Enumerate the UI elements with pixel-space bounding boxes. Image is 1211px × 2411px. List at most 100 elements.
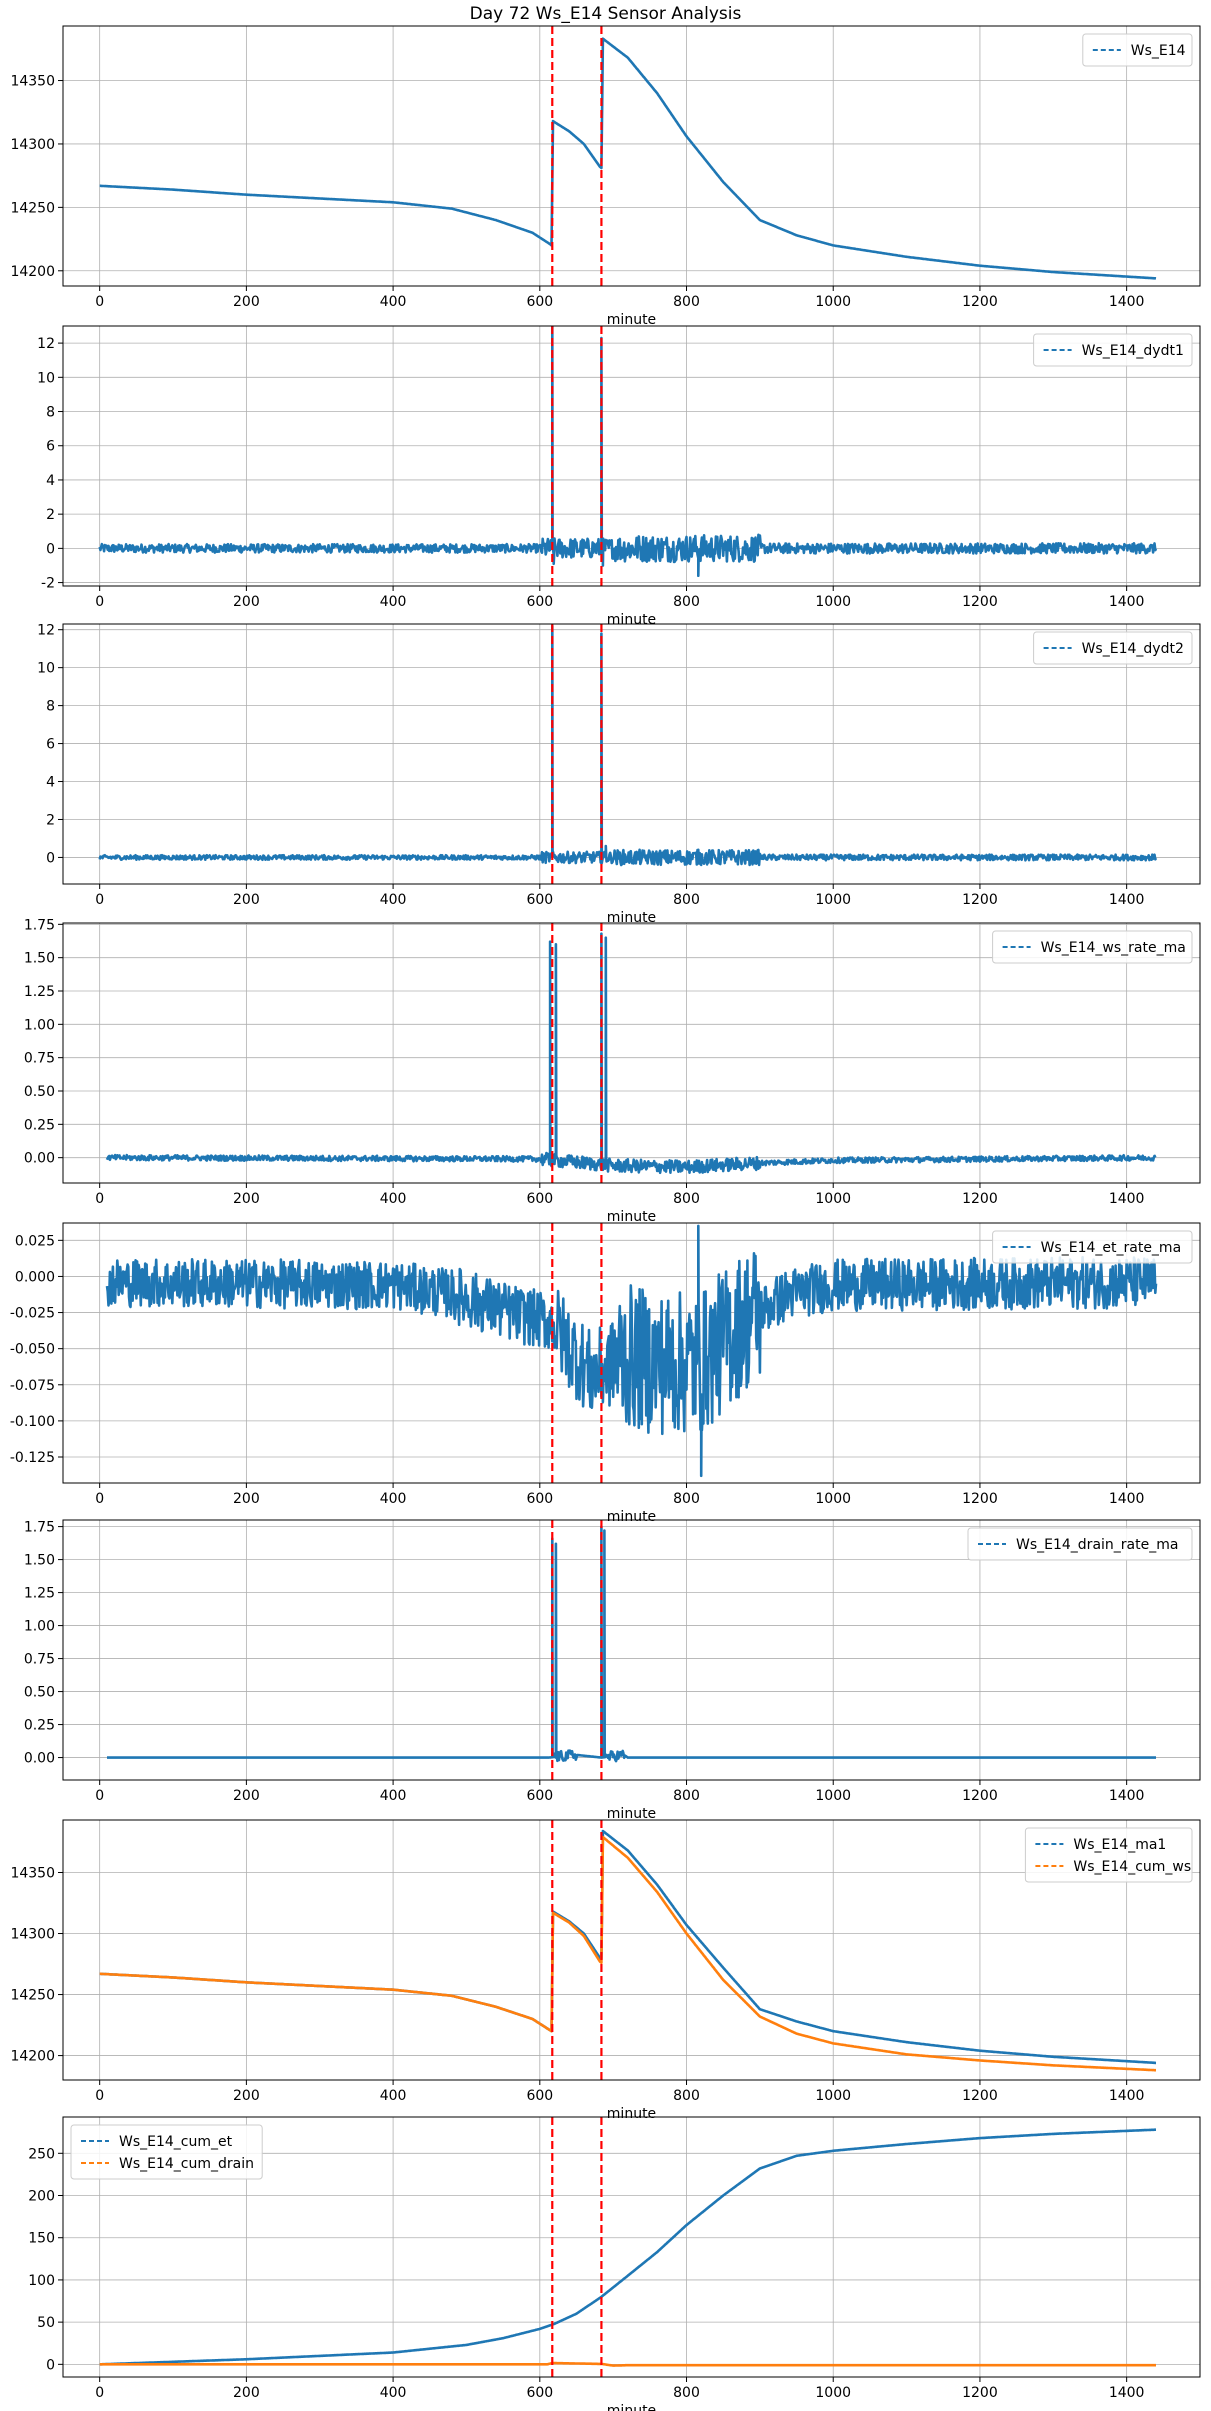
y-tick-label: 4 <box>46 775 55 791</box>
y-tick-label: 14250 <box>10 1988 55 2004</box>
x-tick-label: 600 <box>526 294 553 310</box>
x-tick-label: 200 <box>233 2088 260 2104</box>
x-tick-label: 400 <box>380 594 407 610</box>
x-tick-label: 1400 <box>1109 2385 1145 2401</box>
x-tick-label: 1200 <box>962 2385 998 2401</box>
x-tick-label: 0 <box>95 1788 104 1804</box>
x-tick-label: 800 <box>673 892 700 908</box>
y-tick-label: 14250 <box>10 200 55 216</box>
x-tick-label: 800 <box>673 1788 700 1804</box>
x-tick-label: 400 <box>380 2385 407 2401</box>
y-tick-label: 100 <box>28 2273 55 2289</box>
subplot-4: 0 200 400 600 800 1000 1200 1400 0.00 0.25 0.50 0.7… <box>24 917 1201 1225</box>
y-tick-label: 8 <box>46 699 55 715</box>
axes-frame <box>62 1519 1201 1781</box>
x-axis-label: minute <box>607 910 656 926</box>
x-tick-label: 200 <box>233 294 260 310</box>
x-axis-label: minute <box>607 612 656 628</box>
x-tick-label: 600 <box>526 1191 553 1207</box>
y-tick-label: 14300 <box>10 1927 55 1943</box>
x-tick-label: 200 <box>233 892 260 908</box>
series-line-Ws_E14 <box>99 37 1157 280</box>
y-tick-label: 6 <box>46 737 55 753</box>
series-line-Ws_E14_ma1 <box>99 1829 1157 2065</box>
legend: Ws_E14_drain_rate_ma <box>967 1527 1193 1561</box>
y-tick-label: 1.50 <box>24 951 55 967</box>
y-tick-label: 1.50 <box>24 1553 55 1569</box>
figure-title: Day 72 Ws_E14 Sensor Analysis <box>469 4 742 24</box>
legend: Ws_E14_ws_rate_ma <box>992 930 1193 964</box>
x-tick-label: 200 <box>233 2385 260 2401</box>
x-axis-label: minute <box>607 312 656 328</box>
x-tick-label: 1000 <box>815 2088 851 2104</box>
x-tick-label: 0 <box>95 2385 104 2401</box>
legend-entry: Ws_E14_drain_rate_ma <box>1016 1537 1178 1553</box>
x-tick-label: 1400 <box>1109 1491 1145 1507</box>
x-tick-label: 600 <box>526 2385 553 2401</box>
y-tick-label: 0.00 <box>24 1751 55 1767</box>
x-tick-label: 400 <box>380 2088 407 2104</box>
axes-frame <box>62 623 1201 885</box>
y-tick-label: 2 <box>46 812 55 828</box>
x-tick-label: 200 <box>233 1191 260 1207</box>
axes-frame <box>62 1819 1201 2081</box>
y-tick-label: 12 <box>37 336 55 352</box>
y-tick-label: 0.25 <box>24 1117 55 1133</box>
y-tick-label: 0.50 <box>24 1685 55 1701</box>
x-tick-label: 400 <box>380 1788 407 1804</box>
y-tick-label: 0 <box>46 850 55 866</box>
x-tick-label: 800 <box>673 2385 700 2401</box>
x-tick-label: 800 <box>673 294 700 310</box>
y-tick-label: 4 <box>46 473 55 489</box>
x-tick-label: 1200 <box>962 1191 998 1207</box>
y-tick-label: 0.50 <box>24 1084 55 1100</box>
legend: Ws_E14 <box>1082 33 1193 67</box>
x-tick-label: 800 <box>673 1191 700 1207</box>
y-tick-label: 2 <box>46 507 55 523</box>
x-tick-label: 0 <box>95 294 104 310</box>
x-tick-label: 400 <box>380 294 407 310</box>
x-tick-label: 1000 <box>815 1191 851 1207</box>
y-tick-label: 14300 <box>10 137 55 153</box>
x-tick-label: 800 <box>673 2088 700 2104</box>
y-tick-label: 200 <box>28 2189 55 2205</box>
y-tick-label: 0.75 <box>24 1051 55 1067</box>
y-tick-label: 1.75 <box>24 917 55 933</box>
legend-entry: Ws_E14_dydt2 <box>1082 641 1184 657</box>
x-tick-label: 1400 <box>1109 1191 1145 1207</box>
x-axis-label: minute <box>607 1806 656 1822</box>
x-tick-label: 0 <box>95 1491 104 1507</box>
y-tick-label: 14200 <box>10 2049 55 2065</box>
x-tick-label: 600 <box>526 1491 553 1507</box>
y-tick-label: -0.050 <box>10 1342 55 1358</box>
x-axis-label: minute <box>607 2106 656 2122</box>
y-tick-label: 250 <box>28 2146 55 2162</box>
y-tick-label: -0.125 <box>10 1450 55 1466</box>
series-line-Ws_E14_cum_drain <box>99 2361 1157 2367</box>
y-tick-label: 0.000 <box>15 1269 55 1285</box>
legend: Ws_E14_dydt1 <box>1033 333 1193 367</box>
x-tick-label: 1400 <box>1109 892 1145 908</box>
x-tick-label: 1400 <box>1109 294 1145 310</box>
legend-entry: Ws_E14_dydt1 <box>1082 343 1184 359</box>
subplot-2: 0 200 400 600 800 1000 1200 1400 -2 0 2 4 6 8 10 12 minu… <box>37 325 1201 628</box>
x-axis-label: minute <box>607 2403 656 2411</box>
y-tick-label: 14350 <box>10 74 55 90</box>
x-tick-label: 600 <box>526 1788 553 1804</box>
subplot-7: 0 200 400 600 800 1000 1200 1400 14200 14250 14300… <box>10 1819 1201 2122</box>
axes-frame <box>62 1222 1201 1484</box>
y-tick-label: 1.00 <box>24 1017 55 1033</box>
legend-entry: Ws_E14_cum_et <box>119 2134 233 2150</box>
x-tick-label: 1200 <box>962 294 998 310</box>
x-tick-label: 1000 <box>815 294 851 310</box>
y-tick-label: 10 <box>37 370 55 386</box>
x-tick-label: 0 <box>95 594 104 610</box>
x-tick-label: 600 <box>526 892 553 908</box>
y-tick-label: 14350 <box>10 1865 55 1881</box>
y-tick-label: 6 <box>46 439 55 455</box>
legend-entry: Ws_E14_ws_rate_ma <box>1041 940 1186 956</box>
x-tick-label: 1000 <box>815 892 851 908</box>
x-tick-label: 800 <box>673 594 700 610</box>
legend-entry: Ws_E14 <box>1131 43 1186 59</box>
